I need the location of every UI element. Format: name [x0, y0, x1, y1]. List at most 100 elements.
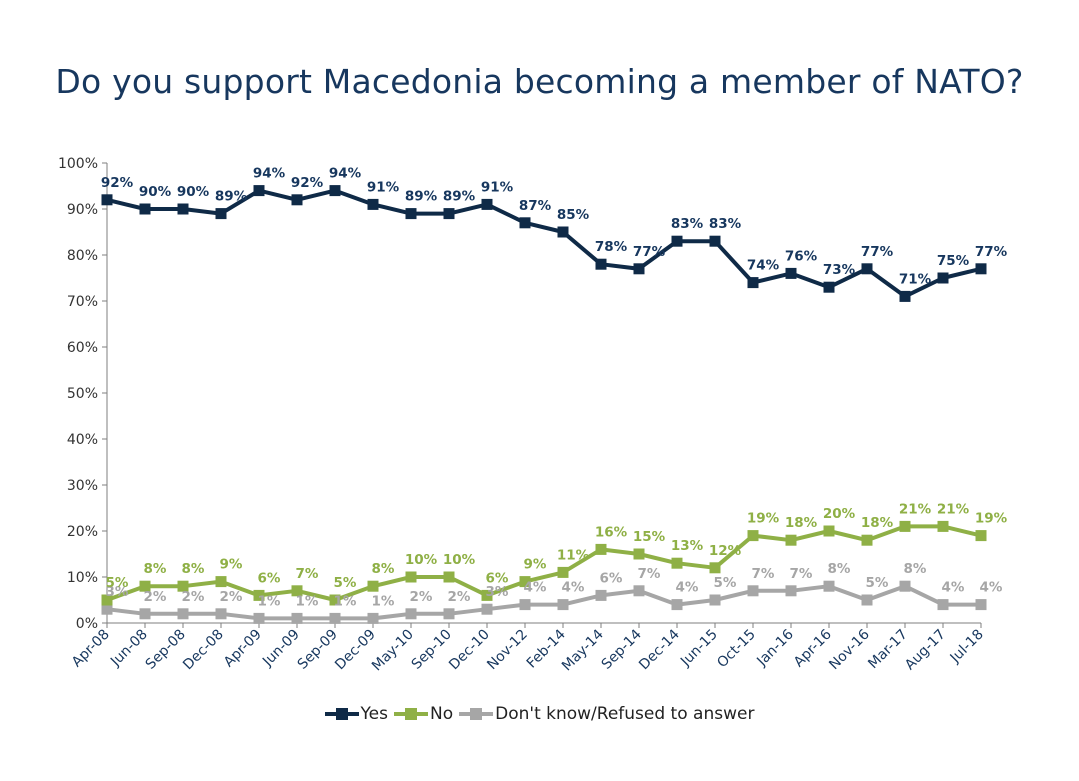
data-label-don-t-know-refused-to-answer: 6%	[600, 570, 623, 586]
data-point-don-t-know-refused-to-answer	[291, 612, 303, 624]
data-point-no	[481, 589, 493, 601]
data-point-don-t-know-refused-to-answer	[519, 599, 531, 611]
x-tick-label: Dec-14	[636, 626, 683, 673]
data-label-yes: 77%	[975, 244, 1008, 260]
data-label-no: 6%	[486, 570, 509, 586]
data-label-no: 8%	[144, 561, 167, 577]
data-point-don-t-know-refused-to-answer	[557, 599, 569, 611]
x-tick-label: Jul-18	[947, 627, 987, 667]
data-point-no	[899, 520, 911, 532]
data-label-yes: 83%	[709, 216, 742, 232]
y-tick-label: 90%	[67, 202, 98, 218]
data-point-yes	[139, 203, 151, 215]
data-point-no	[215, 576, 227, 588]
data-point-don-t-know-refused-to-answer	[975, 599, 987, 611]
y-tick-label: 0%	[76, 616, 98, 632]
data-point-don-t-know-refused-to-answer	[899, 580, 911, 592]
legend-item-dont-know: Don't know/Refused to answer	[459, 704, 754, 724]
data-point-yes	[861, 263, 873, 275]
data-labels-no: 5% 8% 8% 9% 6% 7% 5% 8% 10% 10% 6% 9% 11% 16% 15% 13% 12…	[106, 501, 1008, 591]
data-point-no	[709, 562, 721, 574]
data-point-don-t-know-refused-to-answer	[215, 608, 227, 620]
data-point-no	[177, 580, 189, 592]
y-tick-label: 50%	[67, 386, 98, 402]
y-tick-label: 80%	[67, 248, 98, 264]
data-point-yes	[101, 194, 113, 206]
data-point-no	[139, 580, 151, 592]
data-point-no	[101, 594, 113, 606]
series-line-no	[106, 524, 982, 602]
data-point-no	[671, 557, 683, 569]
data-label-yes: 73%	[823, 262, 856, 278]
x-tick-label: Apr-09	[221, 627, 265, 671]
data-label-don-t-know-refused-to-answer: 1%	[296, 593, 319, 609]
data-label-don-t-know-refused-to-answer: 4%	[562, 580, 585, 596]
data-label-yes: 89%	[443, 189, 476, 205]
data-label-no: 13%	[671, 538, 704, 554]
data-point-yes	[177, 203, 189, 215]
legend-item-no: No	[394, 704, 453, 724]
data-label-don-t-know-refused-to-answer: 2%	[448, 589, 471, 605]
data-label-yes: 76%	[785, 248, 818, 264]
x-tick-label: May-10	[369, 627, 417, 675]
data-point-don-t-know-refused-to-answer	[139, 608, 151, 620]
data-label-yes: 74%	[747, 258, 780, 274]
data-point-yes	[405, 208, 417, 220]
data-point-no	[291, 585, 303, 597]
series-line-yes	[106, 188, 982, 299]
data-label-no: 19%	[747, 511, 780, 527]
data-point-don-t-know-refused-to-answer	[785, 585, 797, 597]
data-point-don-t-know-refused-to-answer	[709, 594, 721, 606]
x-tick-label: Nov-12	[484, 627, 531, 674]
data-label-don-t-know-refused-to-answer: 8%	[904, 561, 927, 577]
data-label-don-t-know-refused-to-answer: 3%	[486, 584, 509, 600]
data-point-don-t-know-refused-to-answer	[937, 599, 949, 611]
data-label-no: 6%	[258, 570, 281, 586]
data-label-no: 8%	[372, 561, 395, 577]
data-point-yes	[937, 272, 949, 284]
x-tick-label: Jun-15	[677, 627, 721, 671]
data-label-don-t-know-refused-to-answer: 4%	[980, 580, 1003, 596]
data-point-don-t-know-refused-to-answer	[177, 608, 189, 620]
data-label-no: 5%	[334, 575, 357, 591]
data-point-yes	[823, 281, 835, 293]
y-tick-label: 10%	[67, 570, 98, 586]
data-labels-layer: 3% 2% 2% 2% 1% 1% 1% 1% 2% 2% 3% 4% 4% 6% 7% 4% 5% 7% 7% 8%…	[101, 166, 1008, 610]
data-label-no: 12%	[709, 543, 742, 559]
data-label-yes: 83%	[671, 216, 704, 232]
data-point-don-t-know-refused-to-answer	[253, 612, 265, 624]
y-tick-label: 40%	[67, 432, 98, 448]
data-label-don-t-know-refused-to-answer: 5%	[714, 575, 737, 591]
data-point-don-t-know-refused-to-answer	[481, 603, 493, 615]
x-tick-label: Sep-08	[143, 627, 189, 673]
data-point-yes	[329, 185, 341, 197]
data-point-no	[253, 589, 265, 601]
data-label-don-t-know-refused-to-answer: 5%	[866, 575, 889, 591]
data-point-don-t-know-refused-to-answer	[595, 589, 607, 601]
data-label-no: 19%	[975, 511, 1008, 527]
data-point-yes	[519, 217, 531, 229]
data-point-don-t-know-refused-to-answer	[329, 612, 341, 624]
data-label-yes: 75%	[937, 253, 970, 269]
data-label-no: 11%	[557, 547, 590, 563]
x-tick-label: Nov-16	[826, 626, 873, 673]
y-tick-label: 70%	[67, 294, 98, 310]
data-point-don-t-know-refused-to-answer	[405, 608, 417, 620]
data-point-yes	[291, 194, 303, 206]
chart-legend: Yes No Don't know/Refused to answer	[0, 704, 1079, 724]
data-label-no: 18%	[861, 515, 894, 531]
data-label-don-t-know-refused-to-answer: 2%	[410, 589, 433, 605]
data-label-yes: 78%	[595, 239, 628, 255]
data-label-no: 8%	[182, 561, 205, 577]
data-label-no: 9%	[524, 557, 547, 573]
series-don-t-know-refused-to-answer	[101, 580, 987, 624]
x-tick-label: Dec-10	[446, 627, 493, 674]
data-label-don-t-know-refused-to-answer: 1%	[334, 593, 357, 609]
data-label-don-t-know-refused-to-answer: 4%	[524, 580, 547, 596]
x-tick-label: Sep-10	[409, 627, 455, 673]
data-label-no: 20%	[823, 506, 856, 522]
y-tick-label: 100%	[58, 156, 98, 172]
data-point-no	[861, 534, 873, 546]
x-tick-label: May-14	[559, 626, 607, 674]
x-tick-label: Apr-08	[69, 627, 113, 671]
